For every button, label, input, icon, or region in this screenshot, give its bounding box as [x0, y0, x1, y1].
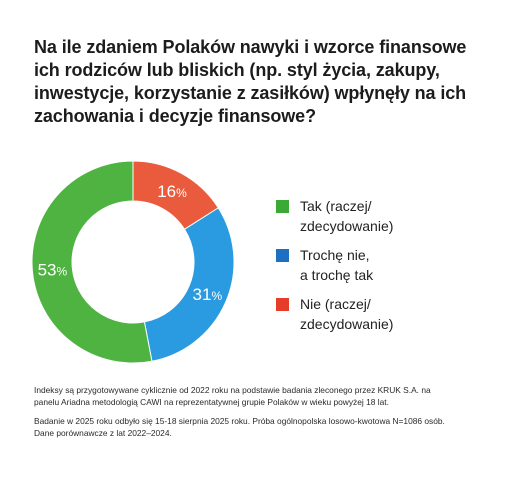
title-line: inwestycje, korzystanie z zasiłków) wpły…	[34, 83, 467, 103]
legend-item-nie: Nie (raczej/ zdecydowanie)	[276, 294, 476, 334]
title-line: ich rodziców lub bliskich (np. styl życi…	[34, 60, 440, 80]
slice-value-label: 16%	[157, 182, 187, 201]
chart-title: Na ile zdaniem Polaków nawyki i wzorce f…	[34, 36, 484, 128]
legend-label: Trochę nie, a trochę tak	[300, 247, 374, 283]
donut-slice	[31, 160, 153, 364]
legend-swatch	[276, 249, 289, 262]
donut-slice	[143, 207, 235, 362]
legend-label: Nie (raczej/ zdecydowanie)	[300, 296, 394, 332]
legend: Tak (raczej/ zdecydowanie) Trochę nie, a…	[276, 196, 476, 343]
legend-item-tak: Tak (raczej/ zdecydowanie)	[276, 196, 476, 236]
slice-value-label: 31%	[193, 285, 223, 304]
footnote-methodology: Indeksy są przygotowywane cyklicznie od …	[34, 385, 431, 407]
legend-item-troche: Trochę nie, a trochę tak	[276, 245, 476, 285]
slice-value-label: 53%	[38, 261, 68, 280]
title-line: zachowania i decyzje finansowe?	[34, 106, 316, 126]
title-line: Na ile zdaniem Polaków nawyki i wzorce f…	[34, 37, 467, 57]
legend-swatch	[276, 200, 289, 213]
footnote-sample: Badanie w 2025 roku odbyło się 15-18 sie…	[34, 416, 445, 438]
legend-label: Tak (raczej/ zdecydowanie)	[300, 198, 394, 234]
legend-swatch	[276, 298, 289, 311]
footnotes: Indeksy są przygotowywane cyklicznie od …	[34, 384, 454, 446]
